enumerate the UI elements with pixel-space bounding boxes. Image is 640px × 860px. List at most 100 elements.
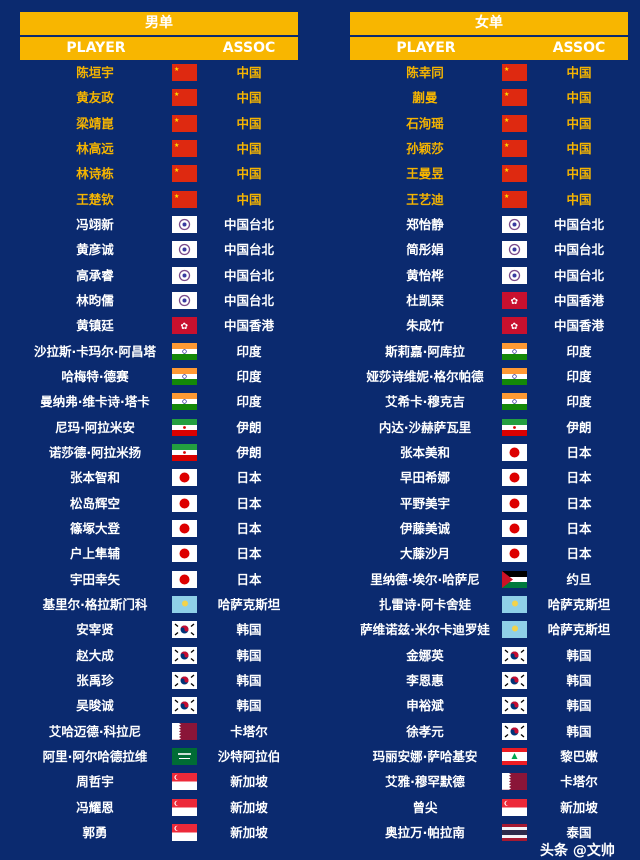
player-header: PLAYER xyxy=(66,40,126,56)
svg-text:★: ★ xyxy=(504,66,509,73)
player-name: 徐孝元 xyxy=(406,723,444,739)
association: 韩国 xyxy=(566,672,592,688)
player-name: 林昀儒 xyxy=(76,292,114,308)
womens-singles-table: 女单 PLAYER ASSOC 陈幸同 ★ 中国 蒯曼 ★ 中国 石洵瑶 ★ 中国 孙颖莎 ★ 中国王… xyxy=(350,12,628,841)
india-flag-icon xyxy=(502,393,527,411)
svg-text:★: ★ xyxy=(504,117,509,124)
player-name: 王曼昱 xyxy=(406,166,444,182)
association: 中国 xyxy=(236,140,262,156)
player-name: 郭勇 xyxy=(82,824,108,840)
player-name: 周哲宇 xyxy=(76,774,114,790)
table-row: 简彤娟 中国台北 xyxy=(350,237,640,262)
table-row: 梁靖崑 ★ 中国 xyxy=(20,111,320,136)
player-list: 陈幸同 ★ 中国 蒯曼 ★ 中国 石洵瑶 ★ 中国 孙颖莎 ★ 中国 王曼昱 ★ 中国 王艺迪 ★ 中国 郑怡静 中国… xyxy=(350,60,640,845)
association: 中国台北 xyxy=(553,216,604,232)
table-row: 王曼昱 ★ 中国 xyxy=(350,161,640,186)
association: 韩国 xyxy=(566,723,592,739)
india-flag-icon xyxy=(172,342,197,360)
player-name: 篠塚大登 xyxy=(69,520,120,536)
thailand-flag-icon xyxy=(502,823,527,841)
korea-flag-icon xyxy=(502,722,527,740)
table-row: 黄怡桦 中国台北 xyxy=(350,263,640,288)
china-flag-icon: ★ xyxy=(172,190,197,208)
singapore-flag-icon xyxy=(502,798,527,816)
association: 中国台北 xyxy=(223,267,274,283)
table-title: 女单 xyxy=(350,12,628,35)
china-flag-icon: ★ xyxy=(502,89,527,107)
table-row: 陈幸同 ★ 中国 xyxy=(350,60,640,85)
player-name: 萨维诺兹·米尔卡迪罗娃 xyxy=(360,622,490,638)
association: 中国 xyxy=(236,65,262,80)
association: 日本 xyxy=(236,495,262,511)
table-row: 张本智和 日本 xyxy=(20,465,320,490)
player-name: 宇田幸矢 xyxy=(69,571,120,587)
association: 中国台北 xyxy=(223,242,274,258)
player-name: 曼纳弗·维卡诗·塔卡 xyxy=(40,394,150,410)
table-row: 蒯曼 ★ 中国 xyxy=(350,85,640,110)
table-row: 里纳德·埃尔·哈萨尼 约旦 xyxy=(350,567,640,592)
table-row: 户上隼辅 日本 xyxy=(20,541,320,566)
india-flag-icon xyxy=(172,367,197,385)
table-row: 冯翊新 中国台北 xyxy=(20,212,320,237)
association: 印度 xyxy=(566,394,592,410)
player-name: 曾尖 xyxy=(412,799,438,815)
kazakhstan-flag-icon xyxy=(502,621,527,639)
association: 中国 xyxy=(236,115,262,131)
association: 日本 xyxy=(236,571,262,587)
singapore-flag-icon xyxy=(172,773,197,791)
association: 中国台北 xyxy=(223,216,274,232)
player-name: 奥拉万·帕拉南 xyxy=(385,824,465,840)
association: 泰国 xyxy=(566,824,592,840)
table-row: 曾尖 新加坡 xyxy=(350,795,640,820)
player-name: 黄彦诚 xyxy=(76,242,114,258)
table-row: 申裕斌 韩国 xyxy=(350,693,640,718)
svg-text:✿: ✿ xyxy=(511,297,519,307)
player-name: 艾希卡·穆克吉 xyxy=(385,394,465,410)
player-name: 冯翊新 xyxy=(76,216,114,232)
player-name: 平野美宇 xyxy=(399,495,450,511)
japan-flag-icon xyxy=(502,443,527,461)
player-name: 黄镇廷 xyxy=(76,318,114,334)
player-name: 大藤沙月 xyxy=(399,546,450,562)
association: 中国香港 xyxy=(223,318,274,334)
player-name: 张本美和 xyxy=(399,444,450,460)
china-flag-icon: ★ xyxy=(502,114,527,132)
association: 印度 xyxy=(236,368,262,384)
player-name: 伊藤美诚 xyxy=(399,520,450,536)
table-row: 曼纳弗·维卡诗·塔卡 印度 xyxy=(20,389,320,414)
association: 新加坡 xyxy=(230,799,268,815)
korea-flag-icon xyxy=(172,646,197,664)
china-flag-icon: ★ xyxy=(172,89,197,107)
table-row: 金娜英 韩国 xyxy=(350,643,640,668)
china-flag-icon: ★ xyxy=(502,139,527,157)
player-name: 林高远 xyxy=(76,140,114,156)
table-row: 林高远 ★ 中国 xyxy=(20,136,320,161)
player-name: 安宰贤 xyxy=(76,622,114,638)
player-name: 扎雷诗·阿卡舍娃 xyxy=(378,596,472,612)
table-row: 张禹珍 韩国 xyxy=(20,668,320,693)
japan-flag-icon xyxy=(172,469,197,487)
association: 约旦 xyxy=(566,571,592,587)
table-row: 张本美和 日本 xyxy=(350,440,640,465)
association: 印度 xyxy=(236,343,262,359)
association: 哈萨克斯坦 xyxy=(547,622,611,638)
hong-kong-flag-icon: ✿ xyxy=(502,317,527,335)
korea-flag-icon xyxy=(502,671,527,689)
association: 日本 xyxy=(566,470,592,486)
association: 中国 xyxy=(566,115,592,131)
table-row: 郭勇 新加坡 xyxy=(20,820,320,845)
association: 日本 xyxy=(236,470,262,486)
association: 韩国 xyxy=(566,698,592,714)
association: 印度 xyxy=(566,368,592,384)
association: 印度 xyxy=(236,394,262,410)
table-row: 吴晙诚 韩国 xyxy=(20,693,320,718)
table-row: 徐孝元 韩国 xyxy=(350,719,640,744)
india-flag-icon xyxy=(172,393,197,411)
saudi-arabia-flag-icon xyxy=(172,747,197,765)
india-flag-icon xyxy=(502,342,527,360)
svg-text:★: ★ xyxy=(174,167,179,174)
svg-text:★: ★ xyxy=(504,142,509,149)
chinese-taipei-flag-icon xyxy=(172,215,197,233)
iran-flag-icon xyxy=(172,418,197,436)
svg-text:★: ★ xyxy=(174,66,179,73)
